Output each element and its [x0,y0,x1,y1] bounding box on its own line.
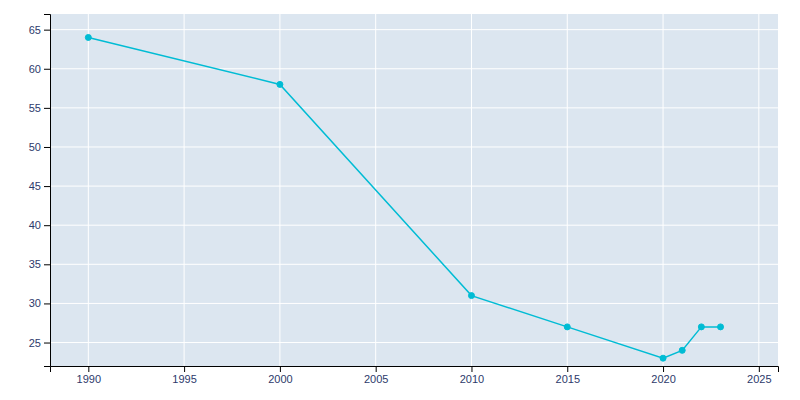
x-axis-tick-mark [567,366,568,372]
point [698,324,704,330]
x-axis-tick-label: 2015 [556,373,580,385]
x-axis-tick-mark [471,366,472,372]
series [85,34,723,361]
x-axis-tick-mark [280,366,281,372]
x-axis: 1990 1995 2000 2005 2010 2015 2020 2025 [51,366,779,385]
y-axis-tick-label: 25 [29,337,41,349]
x-axis-tick-mark [184,366,185,372]
x-axis-tick-label: 2010 [460,373,484,385]
y-axis-tick-mark [44,303,50,304]
grid-line-x [567,14,568,366]
y-axis-tick-mark [44,343,50,344]
plot: 1990 1995 2000 2005 2010 2015 2020 2025 25 30 35 40… [29,14,779,385]
y-axis-tick: 60 [29,63,50,75]
y-axis-tick-mark [44,186,50,187]
y-axis-tick-mark [44,69,50,70]
x-axis-tick: 2020 [651,366,675,385]
x-axis-tick-label: 1990 [77,373,101,385]
grid-line-y [50,225,778,226]
x-axis-tick-label: 2020 [651,373,675,385]
x-axis-tick: 2015 [556,366,580,385]
grid-line-y [50,186,778,187]
y-axis-tick: 45 [29,180,50,192]
grid-line-y [50,29,778,30]
x-axis-tick-label: 2005 [364,373,388,385]
y-axis-tick-label: 35 [29,258,41,270]
grid-line-x [279,14,280,366]
y-axis-tick-label: 65 [29,24,41,36]
x-axis-tick-label: 1995 [172,373,196,385]
point [718,324,724,330]
x-axis-tick-label: 2025 [747,373,771,385]
y-axis-tick-mark [44,264,50,265]
grid-line-y [50,264,778,265]
y-axis-tick: 25 [29,337,50,349]
x-axis-tick-mark [376,366,377,372]
y-axis-tick-label: 50 [29,141,41,153]
y-axis-tick-mark [44,108,50,109]
y-axis-tick-mark [44,147,50,148]
y-axis-tick-mark [44,225,50,226]
point [468,293,474,299]
y-axis: 25 30 35 40 45 50 55 60 65 [29,15,51,367]
y-axis-tick-label: 60 [29,63,41,75]
y-axis-tick-label: 55 [29,102,41,114]
x-axis-tick-mark [88,366,89,372]
y-axis-tick-label: 45 [29,180,41,192]
x-axis-tick: 2005 [364,366,388,385]
grid-line-x [758,14,759,366]
x-axis-tick: 1990 [77,366,101,385]
x-axis-tick: 2025 [747,366,771,385]
y-axis-tick: 35 [29,258,50,270]
point [85,34,91,40]
grid-line-x [471,14,472,366]
y-axis-tick: 65 [29,24,50,36]
point [564,324,570,330]
y-axis-tick-mark [44,30,50,31]
grid-line-y [50,303,778,304]
point [660,355,666,361]
grid-line-y [50,68,778,69]
line [88,37,720,358]
grid-line-x [88,14,89,366]
y-axis-tick: 55 [29,102,50,114]
grid-line-y [50,342,778,343]
y-axis-tick: 50 [29,141,50,153]
y-axis-tick: 30 [29,297,50,309]
x-axis-tick-label: 2000 [268,373,292,385]
chart: 1990 1995 2000 2005 2010 2015 2020 2025 25 30 35 40… [0,0,800,400]
point [277,81,283,87]
grid-line-y [50,146,778,147]
x-axis-tick-mark [663,366,664,372]
grid-line-x [184,14,185,366]
x-axis-tick: 2000 [268,366,292,385]
y-axis-tick: 40 [29,219,50,231]
x-axis-tick: 2010 [460,366,484,385]
point [679,347,685,353]
x-axis-tick: 1995 [172,366,196,385]
y-axis-tick-label: 40 [29,219,41,231]
y-axis-line [44,15,51,367]
x-axis-tick-mark [759,366,760,372]
plot-background [50,14,778,366]
grid-line-y [50,107,778,108]
x-axis-line [51,367,779,373]
grid [50,14,778,366]
y-axis-tick-label: 30 [29,297,41,309]
grid-line-x [663,14,664,366]
